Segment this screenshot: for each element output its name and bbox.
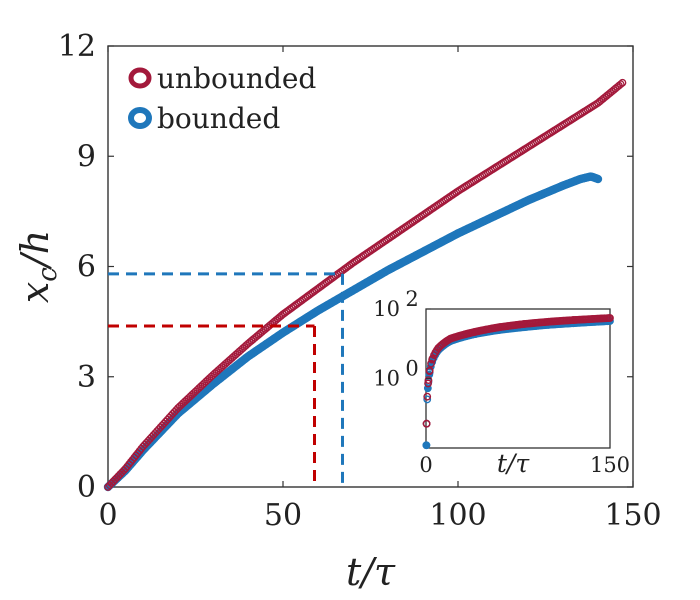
- inset-point-unbounded: [424, 379, 432, 388]
- inset-x-axis-label: t/τ: [497, 449, 530, 478]
- data-point-unbounded: [618, 78, 627, 87]
- y-tick-label: 6: [77, 250, 96, 285]
- y-tick-label: 0: [77, 470, 96, 505]
- inset-point-unbounded: [606, 314, 614, 322]
- y-tick-label: 9: [77, 139, 96, 174]
- series-bounded: [103, 172, 603, 492]
- inset-point-unbounded: [471, 327, 479, 336]
- legend-label-bounded: bounded: [157, 102, 280, 135]
- inset-point-unbounded: [434, 344, 443, 352]
- x-tick-label: 50: [264, 498, 302, 533]
- legend-label-unbounded: unbounded: [157, 62, 316, 95]
- dashed-guide-bounded: [108, 272, 344, 487]
- inset-point-unbounded: [425, 366, 434, 375]
- y-axis-label: xc/h: [13, 230, 63, 303]
- inset-point-unbounded: [428, 355, 437, 364]
- inset-point-unbounded: [520, 320, 529, 328]
- legend-marker-unbounded: [128, 67, 152, 89]
- dashed-guide-unbounded: [108, 324, 316, 487]
- series-unbounded: [104, 78, 627, 491]
- inset-x-tick-label: 0: [419, 453, 432, 477]
- inset-point-unbounded: [446, 334, 455, 343]
- inset-point-unbounded: [427, 359, 435, 368]
- data-point-unbounded: [616, 80, 625, 89]
- inset-point-unbounded: [423, 392, 432, 401]
- x-tick-label: 100: [429, 498, 486, 533]
- legend: unbounded bounded: [128, 62, 316, 135]
- inset-point-unbounded: [495, 323, 504, 332]
- inset-y-tick-label: 10: [373, 297, 400, 321]
- inset-point-bounded: [422, 441, 431, 450]
- inset-point-unbounded: [544, 317, 553, 326]
- y-tick-label: 3: [77, 360, 96, 395]
- inset-x-tick-label: 150: [590, 453, 630, 477]
- inset-point-unbounded: [569, 316, 578, 324]
- data-point-bounded: [593, 174, 603, 184]
- x-axis-label: t/τ: [346, 550, 396, 594]
- x-tick-label: 150: [604, 498, 661, 533]
- inset-frame: [425, 308, 611, 449]
- legend-marker-bounded: [128, 107, 152, 129]
- inset-point-unbounded: [424, 376, 433, 384]
- inset-point-unbounded: [422, 419, 431, 428]
- inset-y-tick-label: 10: [373, 367, 400, 391]
- x-tick-label: 0: [98, 498, 117, 533]
- y-tick-label: 12: [58, 29, 96, 64]
- inset-y-tick-exponent: 2: [405, 287, 418, 311]
- inset-series-unbounded: [422, 314, 614, 428]
- inset-point-bounded: [423, 395, 432, 404]
- inset-y-tick-exponent: 0: [405, 357, 418, 381]
